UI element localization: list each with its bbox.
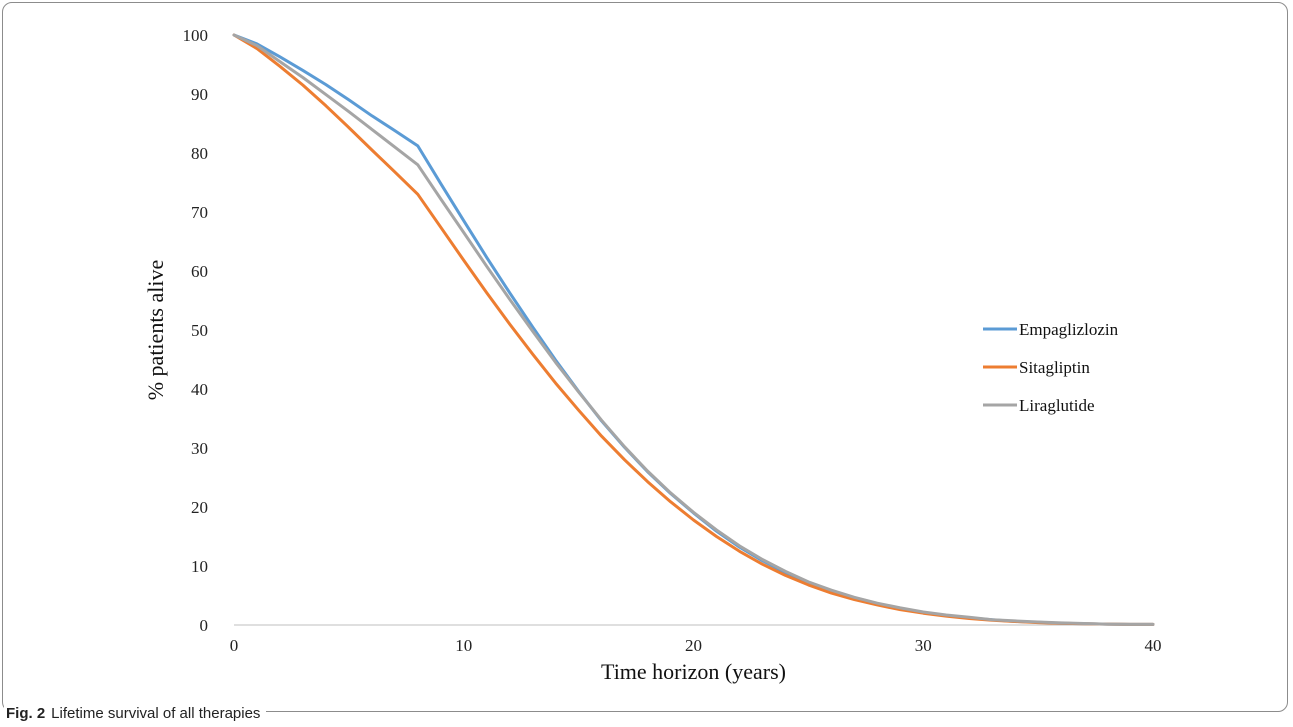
x-tick-label: 30 — [915, 636, 932, 655]
x-tick-label: 10 — [455, 636, 472, 655]
y-tick-label: 40 — [191, 380, 208, 399]
y-tick-label: 100 — [183, 26, 209, 45]
y-tick-label: 50 — [191, 321, 208, 340]
y-tick-labels: 0 10 20 30 40 50 60 70 80 90 100 — [183, 26, 209, 635]
y-tick-label: 0 — [200, 616, 209, 635]
figure-frame: 0 10 20 30 40 0 10 20 30 40 50 60 70 80 90 100 Time ho… — [2, 2, 1288, 712]
y-tick-label: 80 — [191, 144, 208, 163]
y-axis-title: % patients alive — [143, 260, 168, 401]
x-tick-label: 20 — [685, 636, 702, 655]
figure-caption-text: Lifetime survival of all therapies — [51, 705, 261, 722]
x-axis-title: Time horizon (years) — [601, 659, 786, 684]
figure-caption: Fig. 2 Lifetime survival of all therapies — [4, 704, 267, 724]
legend-label: Liraglutide — [1019, 396, 1095, 415]
plot-area: 0 10 20 30 40 0 10 20 30 40 50 60 70 80 90 100 — [183, 26, 1162, 655]
y-tick-label: 70 — [191, 203, 208, 222]
legend-label: Empaglizlozin — [1019, 320, 1119, 339]
y-tick-label: 20 — [191, 498, 208, 517]
y-tick-label: 30 — [191, 439, 208, 458]
y-tick-label: 10 — [191, 557, 208, 576]
legend: Empaglizlozin Sitagliptin Liraglutide — [983, 320, 1119, 415]
series-lines — [232, 33, 1155, 626]
x-tick-label: 0 — [230, 636, 239, 655]
y-tick-label: 90 — [191, 85, 208, 104]
series-line-liraglutide — [232, 33, 1155, 626]
figure-label: Fig. 2 — [6, 705, 46, 722]
y-tick-label: 60 — [191, 262, 208, 281]
legend-label: Sitagliptin — [1019, 358, 1090, 377]
x-tick-labels: 0 10 20 30 40 — [230, 636, 1162, 655]
x-tick-label: 40 — [1145, 636, 1162, 655]
survival-line-chart: 0 10 20 30 40 0 10 20 30 40 50 60 70 80 90 100 Time ho… — [143, 26, 1162, 684]
